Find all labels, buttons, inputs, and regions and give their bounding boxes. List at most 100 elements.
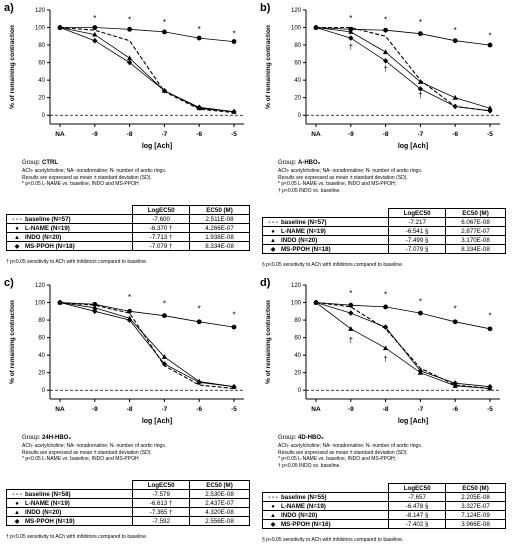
row-label: MS-PPOH (N=19) bbox=[25, 517, 75, 525]
x-tick-label: -8 bbox=[383, 131, 389, 138]
panel-b: b) 0 20 40 60 80 100 120 NA -9 -8 -7 -6 -5 log [Ach]%… bbox=[256, 0, 512, 275]
significance-marker: * bbox=[128, 293, 131, 302]
significance-marker: † bbox=[349, 43, 353, 52]
x-axis-label: log [Ach] bbox=[398, 143, 428, 150]
significance-marker: * bbox=[419, 18, 422, 27]
table-header-ec50: EC50 (M) bbox=[189, 480, 250, 490]
triangle-marker-icon: ▲ bbox=[14, 234, 20, 241]
table-row: - - - baseline (N=55) -7.657 2.205E-08 bbox=[261, 492, 506, 502]
y-tick-label: 40 bbox=[38, 78, 45, 84]
series-line-baseline bbox=[316, 26, 491, 112]
y-tick-label: 40 bbox=[38, 353, 45, 359]
data-point-circle bbox=[487, 326, 493, 332]
row-ec50: 3.966E-08 bbox=[445, 519, 506, 529]
significance-marker: * bbox=[198, 305, 201, 314]
row-label: L-NAME (N=19) bbox=[25, 224, 70, 232]
series-line-indo bbox=[315, 27, 491, 109]
x-tick-label: -9 bbox=[92, 131, 98, 138]
row-logec50: -7.499 § bbox=[388, 235, 447, 245]
table-header-blank bbox=[262, 483, 390, 493]
y-tick-label: 80 bbox=[294, 318, 301, 324]
y-tick-label: 120 bbox=[35, 283, 46, 289]
row-ec50: 4.266E-07 bbox=[189, 223, 250, 233]
series-line-baseline bbox=[59, 26, 235, 114]
chart-c: 0 20 40 60 80 100 120 NA -9 -8 -7 -6 -5 log [Ach] % of… bbox=[9, 283, 244, 425]
x-tick-label: -8 bbox=[383, 406, 389, 413]
group-info: Group: 24H-HBO₂ ACh- acetylcholine; NA- … bbox=[22, 435, 252, 463]
table-row: ● L-NAME (N=19) -6.478 § 3.327E-07 bbox=[261, 501, 506, 511]
row-label: L-NAME (N=19) bbox=[281, 502, 326, 510]
panel-c: c) 0 20 40 60 80 100 120 NA -9 -8 -7 -6 -5 log [Ach]%… bbox=[0, 275, 256, 550]
diamond-marker-icon: ◆ bbox=[270, 246, 276, 253]
data-point-triangle bbox=[92, 305, 98, 310]
series-line-l-name bbox=[59, 302, 235, 328]
x-tick-label: -6 bbox=[196, 131, 202, 138]
y-axis-label: % of remaining contraction bbox=[265, 300, 272, 384]
table-row: ▲ INDO (N=20) -7.365 † 4.320E-08 bbox=[5, 507, 250, 517]
info-line: ACh- acetylcholine; NA- noradrenaline; N… bbox=[278, 443, 423, 450]
table-header-row: LogEC50 EC50 (M) bbox=[262, 483, 506, 493]
table-header-logec50: LogEC50 bbox=[388, 483, 447, 493]
significance-marker: * bbox=[384, 291, 387, 300]
y-axis-label: % of remaining contraction bbox=[265, 25, 272, 109]
y-tick-label: 100 bbox=[291, 26, 302, 32]
data-point-circle bbox=[162, 313, 167, 319]
x-tick-label: NA bbox=[55, 406, 65, 413]
data-point-triangle bbox=[348, 326, 354, 331]
data-point-diamond bbox=[127, 59, 133, 66]
row-label: L-NAME (N=19) bbox=[25, 499, 70, 507]
data-point-circle bbox=[452, 38, 458, 44]
row-ec50: 7.124E-09 bbox=[445, 510, 506, 520]
data-point-triangle bbox=[487, 105, 493, 111]
x-tick-label: -5 bbox=[231, 131, 237, 138]
triangle-marker-icon: ▲ bbox=[270, 237, 276, 244]
info-line: ACh- acetylcholine; NA- noradrenaline; N… bbox=[278, 168, 423, 175]
data-point-diamond bbox=[487, 108, 493, 114]
x-tick-label: -6 bbox=[196, 406, 202, 413]
row-label: baseline (N=58) bbox=[25, 490, 71, 498]
x-tick-label: -7 bbox=[162, 406, 168, 413]
row-logec50: -7.713 † bbox=[132, 232, 191, 242]
y-tick-label: 120 bbox=[291, 283, 302, 289]
info-line: Results are expressed as mean ± standard… bbox=[22, 449, 152, 456]
table-row: ◆ MS-PPOH (N=16) -7.402 § 3.966E-08 bbox=[261, 519, 506, 529]
chart-a: 0 20 40 60 80 100 120 NA -9 -8 -7 -6 -5 log [Ach] % of… bbox=[9, 8, 244, 150]
data-point-diamond bbox=[161, 87, 167, 94]
series-line-indo bbox=[59, 27, 235, 113]
x-tick-label: -9 bbox=[348, 131, 354, 138]
circle-marker-icon: ● bbox=[271, 503, 275, 510]
info-line: Results are expressed as mean ± standard… bbox=[278, 449, 408, 456]
table-row: ◆ MS-PPOH (N=18) -7.079 † 8.334E-08 bbox=[5, 241, 250, 251]
y-tick-label: 80 bbox=[38, 43, 45, 49]
row-logec50: -7.600 bbox=[132, 214, 191, 224]
info-line: ACh- acetylcholine; NA- noradrenaline; N… bbox=[22, 443, 167, 450]
significance-marker: * bbox=[454, 305, 457, 314]
data-point-circle bbox=[231, 324, 237, 330]
data-point-diamond bbox=[452, 103, 458, 110]
y-tick-label: 60 bbox=[294, 61, 301, 67]
x-tick-label: NA bbox=[311, 131, 321, 138]
series-line-baseline bbox=[59, 301, 235, 390]
significance-marker: * bbox=[384, 16, 387, 25]
x-axis-label: log [Ach] bbox=[398, 418, 428, 425]
row-label: MS-PPOH (N=16) bbox=[281, 520, 331, 528]
x-tick-label: NA bbox=[311, 406, 321, 413]
data-point-diamond bbox=[196, 104, 202, 111]
circle-marker-icon: ● bbox=[271, 228, 275, 235]
x-tick-label: -6 bbox=[452, 406, 458, 413]
triangle-marker-icon: ▲ bbox=[270, 512, 276, 519]
table-header-blank bbox=[262, 208, 390, 218]
group-info: Group: CTRL ACh- acetylcholine; NA- nora… bbox=[22, 160, 252, 188]
series-line-ms-ppoh bbox=[315, 302, 491, 388]
data-point-circle bbox=[162, 29, 167, 35]
y-tick-label: 40 bbox=[294, 78, 301, 84]
significance-marker: * bbox=[163, 299, 166, 308]
table-row: - - - baseline (N=57) -7.600 2.511E-08 bbox=[5, 214, 250, 224]
y-tick-label: 0 bbox=[298, 388, 302, 394]
info-line: † p<0.05 INDO vs. baseline. bbox=[278, 187, 341, 194]
row-ec50: 2.437E-07 bbox=[189, 498, 250, 508]
series-line-ms-ppoh bbox=[59, 302, 235, 388]
data-point-circle bbox=[92, 25, 98, 30]
row-ec50: 8.334E-08 bbox=[445, 244, 506, 254]
row-ec50: 3.327E-07 bbox=[445, 501, 506, 511]
